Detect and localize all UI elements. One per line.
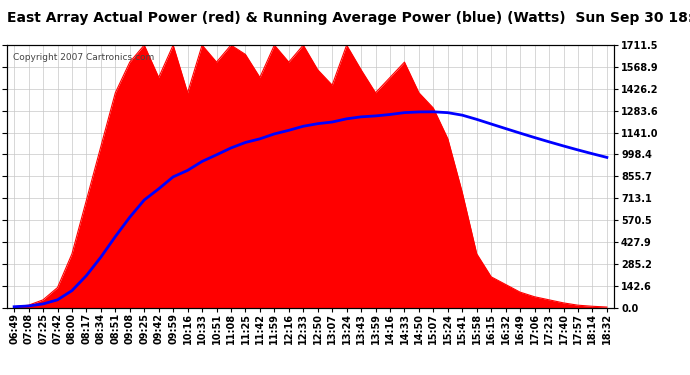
Text: East Array Actual Power (red) & Running Average Power (blue) (Watts)  Sun Sep 30: East Array Actual Power (red) & Running …	[7, 11, 690, 25]
Text: Copyright 2007 Cartronics.com: Copyright 2007 Cartronics.com	[13, 53, 155, 62]
